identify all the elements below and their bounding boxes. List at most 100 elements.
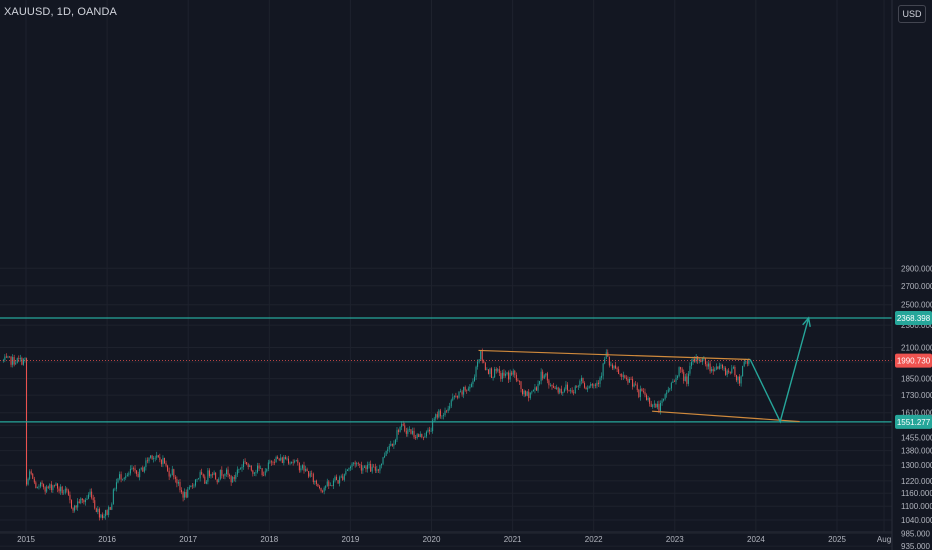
candle-body [540, 371, 542, 382]
candle-body [174, 476, 176, 480]
candle-body [181, 490, 183, 493]
candle-body [258, 465, 260, 469]
candle-body [57, 483, 59, 489]
candle-body [24, 358, 26, 360]
candle-body [256, 465, 258, 473]
candle-body [618, 369, 620, 375]
candle-body [529, 392, 531, 398]
candle-body [405, 430, 407, 434]
x-tick-label: 2020 [423, 535, 441, 544]
candle-body [398, 430, 400, 432]
candle-body [743, 361, 745, 367]
projection-path[interactable] [749, 317, 810, 424]
candle-body [230, 476, 232, 483]
candle-body [653, 403, 655, 405]
x-tick-label: 2015 [17, 535, 35, 544]
candle-body [729, 371, 731, 374]
candle-body [39, 482, 41, 487]
candle-body [159, 457, 161, 460]
candle-body [735, 375, 737, 381]
candle-body [295, 460, 297, 462]
candle-body [444, 410, 446, 415]
candle-body [675, 377, 677, 382]
candle-body [100, 514, 102, 518]
candle-body [463, 386, 465, 395]
candle-body [318, 486, 320, 488]
candle-body [277, 457, 279, 459]
candle-body [678, 367, 680, 377]
candle-body [368, 463, 370, 465]
candle-body [535, 387, 537, 391]
candle-body [525, 390, 527, 396]
candle-body [460, 391, 462, 393]
candle-body [422, 436, 424, 438]
last-price-badge [895, 353, 932, 368]
candle-body [562, 391, 564, 394]
candle-body [396, 430, 398, 440]
support-price-badge [895, 414, 932, 429]
candle-body [491, 368, 493, 378]
candle-body [740, 376, 742, 384]
candle-body [218, 479, 220, 483]
candle-body [568, 390, 570, 391]
y-tick-label: 1850.000 [901, 375, 932, 384]
candle-body [411, 430, 413, 434]
candle-body [137, 473, 139, 478]
candle-body [503, 372, 505, 376]
candle-body [201, 472, 203, 475]
candle-body [275, 457, 277, 463]
candle-body [150, 455, 152, 458]
candle-body [681, 369, 683, 373]
candle-body [554, 387, 556, 389]
lower-trendline[interactable] [652, 410, 800, 423]
candle-body [508, 372, 510, 380]
candle-body [560, 388, 562, 394]
candle-body [393, 443, 395, 446]
candle-body [323, 487, 325, 492]
candle-body [686, 376, 688, 384]
candle-body [315, 480, 317, 485]
candle-body [196, 479, 198, 480]
candle-body [745, 361, 747, 362]
candle-body [139, 468, 141, 478]
drawing-tools[interactable] [0, 316, 892, 424]
candle-body [610, 364, 612, 366]
candle-body [36, 487, 38, 489]
candle-body [708, 363, 710, 367]
currency-button[interactable]: USD [898, 5, 926, 23]
candle-body [438, 410, 440, 418]
candle-body [187, 489, 189, 498]
candle-body [351, 463, 353, 467]
candle-body [69, 494, 71, 501]
candle-body [194, 479, 196, 486]
candle-body [632, 379, 634, 387]
candle-body [332, 480, 334, 487]
upper-trendline[interactable] [478, 349, 751, 361]
candle-body [387, 449, 389, 452]
candle-body [125, 476, 127, 478]
candle-body [571, 390, 573, 393]
candle-body [677, 376, 679, 378]
candle-body [261, 468, 263, 476]
candle-body [684, 376, 686, 381]
candle-body [30, 471, 32, 474]
candle-body [373, 466, 375, 468]
candle-body [666, 392, 668, 395]
candle-body [320, 487, 322, 491]
y-tick-label: 1040.000 [901, 516, 932, 525]
time-axis[interactable]: 2015 2016 2017 2018 2019 2020 2021 2022 2023 2024… [0, 531, 892, 544]
candle-body [134, 468, 136, 471]
x-tick-label: 2021 [504, 535, 522, 544]
candle-body [424, 436, 426, 438]
candle-body [367, 464, 369, 470]
candle-body [574, 386, 576, 394]
candle-body [704, 358, 706, 365]
price-axis[interactable]: 935.000 985.000 1040.000 1100.000 1160.000 12… [891, 0, 932, 550]
candle-body [255, 472, 257, 473]
candle-body [425, 431, 427, 437]
candle-body [539, 381, 541, 384]
candle-body [225, 469, 227, 475]
candle-body [252, 470, 254, 474]
candle-body [661, 400, 663, 403]
